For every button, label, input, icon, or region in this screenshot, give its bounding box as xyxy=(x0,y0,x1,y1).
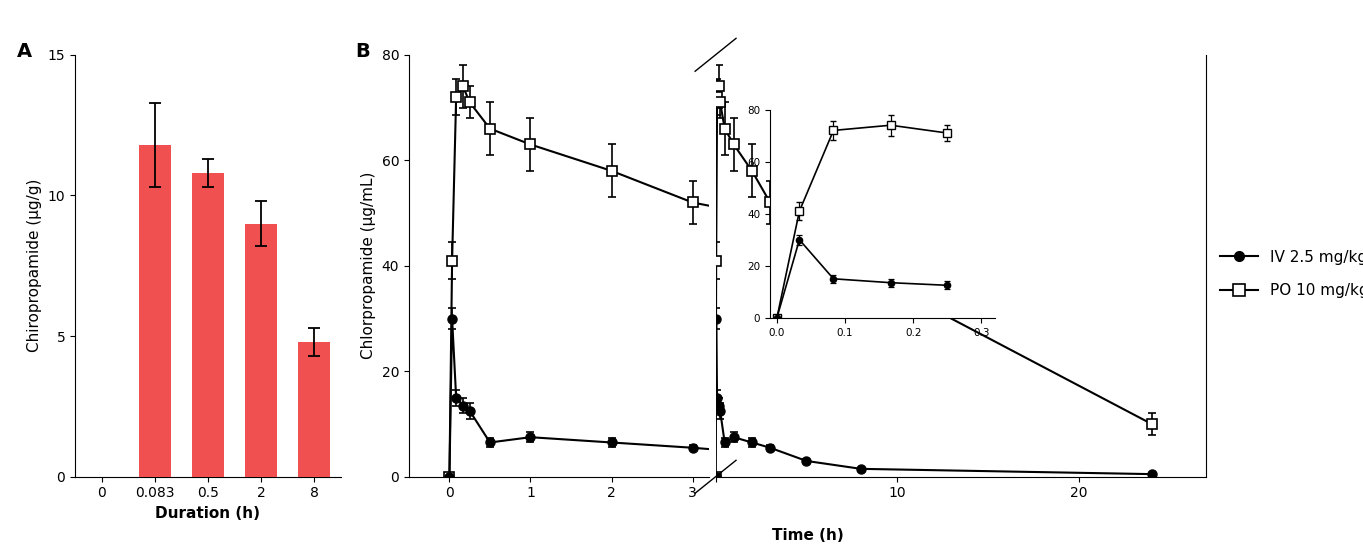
Legend: IV 2.5 mg/kg, PO 10 mg/kg: IV 2.5 mg/kg, PO 10 mg/kg xyxy=(1214,244,1363,304)
X-axis label: Duration (h): Duration (h) xyxy=(155,506,260,521)
Bar xyxy=(192,173,224,477)
Bar xyxy=(298,342,330,477)
Text: A: A xyxy=(16,42,31,61)
Text: B: B xyxy=(354,42,369,61)
Y-axis label: Chiropropamide (μg/g): Chiropropamide (μg/g) xyxy=(27,179,42,352)
Text: Time (h): Time (h) xyxy=(771,528,844,543)
Bar xyxy=(245,224,277,477)
Y-axis label: Chlorpropamide (μg/mL): Chlorpropamide (μg/mL) xyxy=(361,172,376,359)
Bar xyxy=(139,145,170,477)
